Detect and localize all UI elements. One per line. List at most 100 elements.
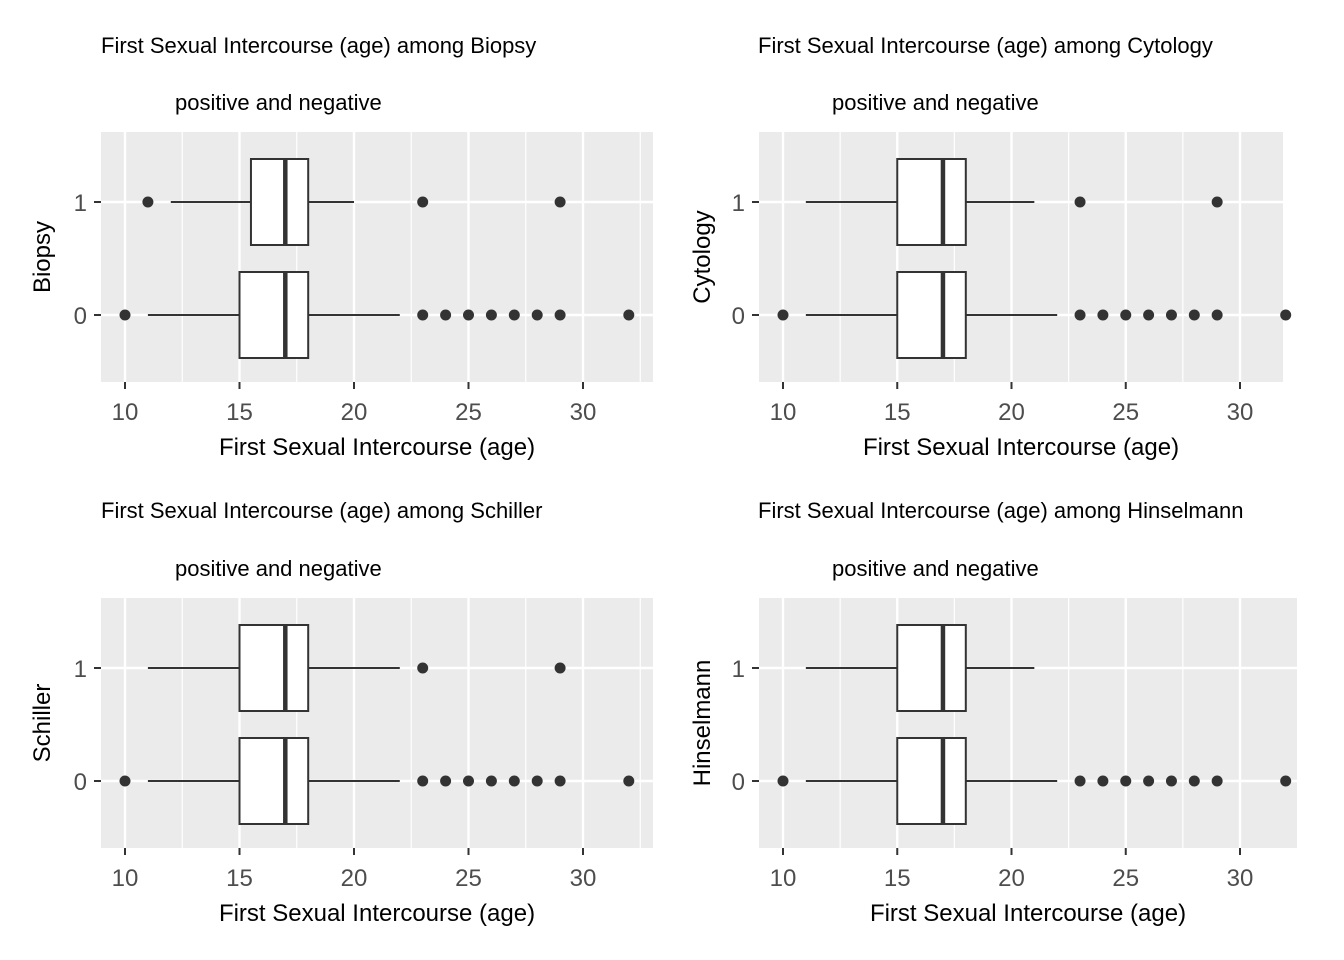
x-tick-label: 15 — [226, 399, 253, 426]
x-tick-label: 25 — [1112, 399, 1139, 426]
x-tick-label: 30 — [570, 399, 597, 426]
outlier-point — [440, 775, 452, 787]
box-group-0 — [777, 737, 1292, 825]
panel-background — [101, 598, 653, 848]
box-group-0 — [119, 271, 635, 359]
x-tick-label: 15 — [226, 865, 253, 892]
outlier-point — [1188, 309, 1200, 321]
box — [238, 271, 310, 359]
outlier-point — [1280, 775, 1292, 787]
chart-subtitle: positive and negative — [832, 556, 1039, 581]
box — [896, 737, 967, 825]
box — [896, 271, 967, 359]
chart-panel-4: 0 1 10 15 20 25 30 First Sexual Intercourse (ag… — [689, 498, 1297, 927]
outlier-point — [417, 309, 429, 321]
y-axis-label: Biopsy — [29, 221, 56, 293]
x-tick-label: 25 — [1112, 865, 1139, 892]
x-axis-label: First Sexual Intercourse (age) — [219, 900, 535, 927]
outlier-point — [119, 775, 131, 787]
outlier-point — [1143, 775, 1155, 787]
y-tick-label: 0 — [74, 303, 87, 330]
box — [238, 624, 310, 712]
box-group-1 — [147, 624, 566, 712]
chart-title: First Sexual Intercourse (age) among Sch… — [101, 498, 542, 523]
outlier-point — [417, 196, 429, 208]
box — [249, 158, 310, 246]
x-tick-label: 30 — [570, 865, 597, 892]
x-tick-label: 10 — [770, 399, 797, 426]
x-tick-label: 25 — [455, 399, 482, 426]
outlier-point — [1097, 775, 1109, 787]
box-group-1 — [805, 624, 1035, 712]
x-tick-label: 10 — [770, 865, 797, 892]
y-tick-label: 0 — [732, 303, 745, 330]
chart-subtitle: positive and negative — [832, 90, 1039, 115]
outlier-point — [1188, 775, 1200, 787]
outlier-point — [1074, 196, 1086, 208]
box-group-0 — [119, 737, 635, 825]
chart-panel-1: 0 1 10 15 20 25 30 First Sexual Intercourse (ag… — [29, 33, 653, 461]
outlier-point — [485, 309, 497, 321]
box — [896, 624, 967, 712]
y-axis-label: Schiller — [29, 684, 56, 763]
outlier-point — [1097, 309, 1109, 321]
outlier-point — [623, 775, 635, 787]
outlier-point — [1143, 309, 1155, 321]
outlier-point — [1211, 196, 1223, 208]
outlier-point — [417, 775, 429, 787]
panel-background — [759, 598, 1297, 848]
outlier-point — [142, 196, 154, 208]
x-axis-label: First Sexual Intercourse (age) — [863, 434, 1179, 461]
outlier-point — [531, 775, 543, 787]
outlier-point — [119, 309, 131, 321]
x-tick-label: 20 — [341, 399, 368, 426]
outlier-point — [1074, 309, 1086, 321]
x-tick-label: 15 — [884, 865, 911, 892]
chart-subtitle: positive and negative — [175, 556, 382, 581]
outlier-point — [508, 309, 520, 321]
box — [896, 158, 967, 246]
x-axis-label: First Sexual Intercourse (age) — [870, 900, 1186, 927]
outlier-point — [1120, 309, 1132, 321]
chart-panel-2: 0 1 10 15 20 25 30 First Sexual Intercourse (ag… — [689, 33, 1292, 461]
panel-background — [759, 132, 1283, 382]
x-tick-label: 20 — [998, 399, 1025, 426]
y-axis-label: Cytology — [689, 210, 716, 303]
box — [238, 737, 310, 825]
outlier-point — [777, 309, 789, 321]
x-tick-label: 10 — [112, 865, 139, 892]
x-axis-label: First Sexual Intercourse (age) — [219, 434, 535, 461]
outlier-point — [1211, 309, 1223, 321]
panel-background — [101, 132, 653, 382]
x-tick-label: 30 — [1227, 865, 1254, 892]
outlier-point — [463, 775, 474, 787]
outlier-point — [440, 309, 452, 321]
outlier-point — [554, 309, 566, 321]
y-tick-label: 0 — [732, 769, 745, 796]
y-tick-label: 1 — [732, 656, 745, 683]
outlier-point — [1280, 309, 1292, 321]
x-tick-label: 20 — [341, 865, 368, 892]
chart-subtitle: positive and negative — [175, 90, 382, 115]
outlier-point — [1211, 775, 1223, 787]
outlier-point — [1120, 775, 1132, 787]
x-tick-label: 25 — [455, 865, 482, 892]
y-tick-label: 0 — [74, 769, 87, 796]
x-tick-label: 10 — [112, 399, 139, 426]
outlier-point — [417, 662, 429, 674]
y-tick-label: 1 — [732, 190, 745, 217]
outlier-point — [463, 309, 474, 321]
y-tick-label: 1 — [74, 656, 87, 683]
outlier-point — [1165, 775, 1177, 787]
outlier-point — [485, 775, 497, 787]
chart-title: First Sexual Intercourse (age) among Hin… — [758, 498, 1243, 523]
y-tick-label: 1 — [74, 190, 87, 217]
chart-panel-3: 0 1 10 15 20 25 30 First Sexual Intercourse (ag… — [29, 498, 653, 927]
chart-title: First Sexual Intercourse (age) among Bio… — [101, 33, 536, 58]
y-axis-label: Hinselmann — [689, 660, 716, 787]
box-group-1 — [142, 158, 566, 246]
chart-title: First Sexual Intercourse (age) among Cyt… — [758, 33, 1213, 58]
outlier-point — [623, 309, 635, 321]
box-group-1 — [805, 158, 1223, 246]
